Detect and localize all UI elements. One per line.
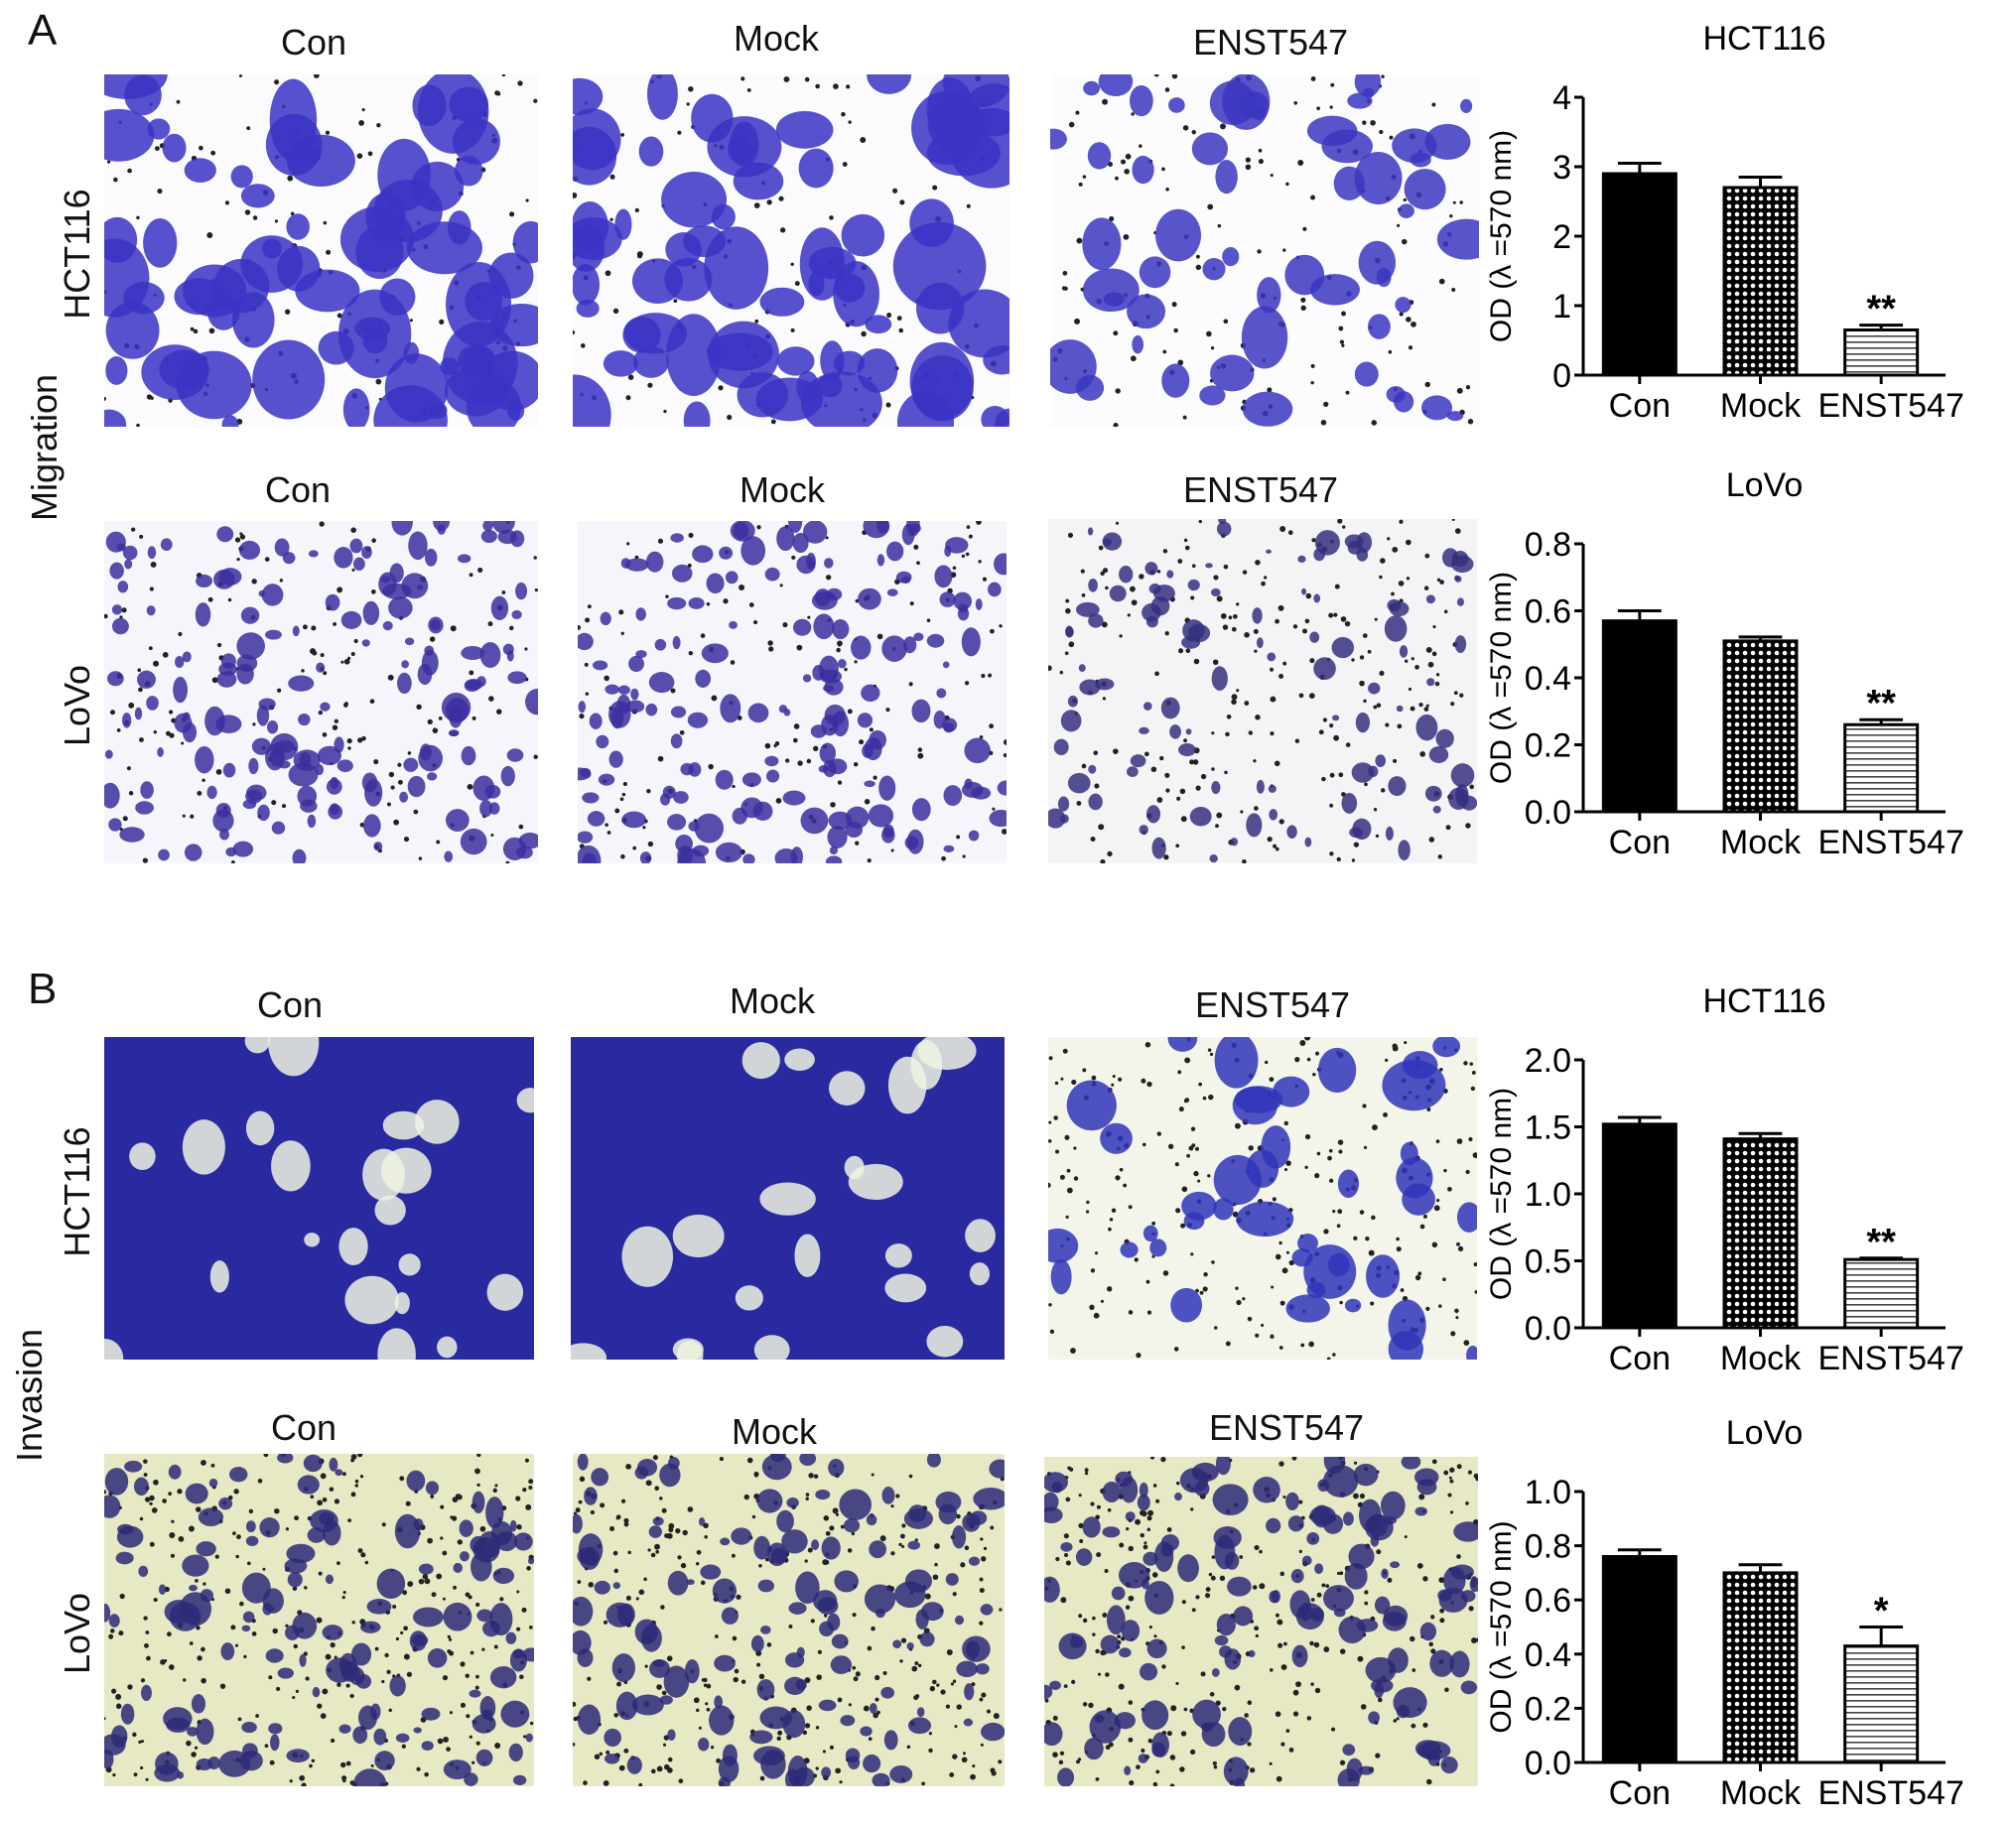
x-tick-label: ENST547: [1817, 824, 1963, 861]
y-tick-label: 1: [1552, 288, 1571, 326]
bar-mock: [1722, 1137, 1799, 1330]
y-tick-label: 3: [1552, 149, 1571, 187]
col-title-a2-con: Con: [264, 469, 332, 510]
y-tick-label: 4: [1552, 79, 1571, 117]
micrograph-migration-lovo-mock: [578, 521, 1007, 863]
bar-chart-invasion-hct116: HCT116 OD (λ =570 nm)0.0 0.5 1.0 1.5 2.0 Con Mo…: [1485, 982, 1964, 1377]
col-title-b1-mock: Mock: [729, 980, 815, 1021]
micrograph-invasion-lovo-mock: [573, 1454, 1005, 1786]
x-tick-label: Con: [1609, 1340, 1671, 1377]
y-tick-label: 0.0: [1525, 794, 1571, 832]
micrograph-invasion-hct116-enst547: [1048, 1037, 1477, 1360]
micrograph-migration-lovo-con: [104, 521, 538, 863]
x-tick-label: ENST547: [1817, 387, 1963, 425]
col-title-b2-mock: Mock: [731, 1411, 817, 1452]
bar-mock: [1722, 1571, 1799, 1764]
y-tick-label: 0.2: [1525, 727, 1571, 765]
y-tick-label: 0.8: [1525, 1528, 1571, 1566]
y-tick-label: 0.6: [1525, 1582, 1571, 1620]
y-axis-label: OD (λ =570 nm): [1485, 1088, 1518, 1300]
y-tick-label: 1.0: [1525, 1176, 1571, 1214]
y-tick-label: 0.8: [1525, 526, 1571, 564]
bar-enst547: [1843, 1257, 1920, 1330]
micrograph-migration-lovo-enst547: [1048, 519, 1477, 863]
x-tick-label: Con: [1609, 387, 1671, 425]
bar-chart-migration-lovo: LoVo OD (λ =570 nm)0.0 0.2 0.4 0.6 0.8 Con Mock…: [1485, 466, 1964, 861]
chart-title: LoVo: [1726, 1414, 1804, 1452]
y-tick-label: 0.4: [1525, 1636, 1571, 1674]
col-title-a1-mock: Mock: [733, 18, 819, 59]
col-title-a2-enst547: ENST547: [1182, 469, 1339, 510]
x-tick-label: Mock: [1720, 1774, 1802, 1812]
micrograph-invasion-hct116-mock: [571, 1037, 1005, 1360]
y-tick-label: 0.2: [1525, 1690, 1571, 1728]
bar-enst547: [1843, 1644, 1920, 1764]
chart-title: HCT116: [1702, 982, 1825, 1020]
y-tick-label: 0.0: [1525, 1745, 1571, 1782]
bar-mock: [1722, 186, 1799, 377]
micrograph-invasion-hct116-con: [104, 1037, 534, 1360]
x-tick-label: Con: [1609, 824, 1671, 861]
bar-con: [1601, 172, 1678, 377]
y-tick-label: 2.0: [1525, 1042, 1571, 1080]
significance-marker: **: [1866, 683, 1896, 724]
micrograph-invasion-lovo-con: [104, 1454, 534, 1786]
micrograph-migration-hct116-con: [104, 74, 538, 427]
y-axis-label: OD (λ =570 nm): [1485, 130, 1518, 342]
x-tick-label: Mock: [1720, 824, 1802, 861]
row-label-a-hct116: HCT116: [57, 189, 97, 320]
col-title-b1-con: Con: [256, 984, 324, 1025]
bar-con: [1601, 619, 1678, 814]
y-tick-label: 2: [1552, 218, 1571, 256]
bar-con: [1601, 1555, 1678, 1764]
col-title-a1-con: Con: [280, 22, 347, 63]
y-tick-label: 1.0: [1525, 1474, 1571, 1511]
row-label-a-lovo: LoVo: [57, 664, 97, 747]
y-axis-label: OD (λ =570 nm): [1485, 572, 1518, 784]
chart-title: HCT116: [1702, 20, 1825, 58]
col-title-a2-mock: Mock: [739, 469, 825, 510]
panel-letter-a: A: [28, 6, 58, 55]
col-title-b2-con: Con: [270, 1407, 337, 1448]
chart-title: LoVo: [1726, 466, 1804, 504]
y-tick-label: 0.5: [1525, 1243, 1571, 1281]
x-tick-label: ENST547: [1817, 1774, 1963, 1812]
bar-enst547: [1843, 328, 1920, 377]
significance-marker: *: [1874, 1591, 1889, 1632]
x-tick-label: Mock: [1720, 1340, 1802, 1377]
row-label-b-lovo: LoVo: [57, 1592, 97, 1675]
bar-con: [1601, 1122, 1678, 1330]
y-tick-label: 1.5: [1525, 1109, 1571, 1147]
row-label-b-hct116: HCT116: [57, 1126, 97, 1257]
panel-letter-b: B: [28, 965, 58, 1013]
micrograph-migration-hct116-enst547: [1050, 74, 1479, 427]
x-tick-label: Con: [1609, 1774, 1671, 1812]
micrograph-invasion-lovo-enst547: [1044, 1457, 1478, 1786]
micrograph-migration-hct116-mock: [573, 74, 1009, 427]
significance-marker: **: [1866, 1222, 1896, 1263]
y-tick-label: 0.6: [1525, 593, 1571, 631]
y-tick-label: 0.0: [1525, 1310, 1571, 1348]
col-title-b1-enst547: ENST547: [1194, 984, 1351, 1025]
col-title-b2-enst547: ENST547: [1208, 1407, 1365, 1448]
y-tick-label: 0: [1552, 357, 1571, 395]
bar-enst547: [1843, 722, 1920, 814]
bar-mock: [1722, 639, 1799, 814]
significance-marker: **: [1866, 289, 1896, 330]
bar-chart-invasion-lovo: LoVo OD (λ =570 nm)0.0 0.2 0.4 0.6 0.8 1.0 Con M…: [1485, 1414, 1964, 1812]
x-tick-label: Mock: [1720, 387, 1802, 425]
col-title-a1-enst547: ENST547: [1192, 22, 1349, 63]
bar-chart-migration-hct116: HCT116 OD (λ =570 nm) 0 1 2 3 4 Con Mock ENST547 *…: [1485, 20, 1964, 425]
y-tick-label: 0.4: [1525, 660, 1571, 698]
y-axis-label: OD (λ =570 nm): [1485, 1520, 1518, 1733]
invasion-label: Invasion: [9, 1328, 50, 1463]
x-tick-label: ENST547: [1817, 1340, 1963, 1377]
